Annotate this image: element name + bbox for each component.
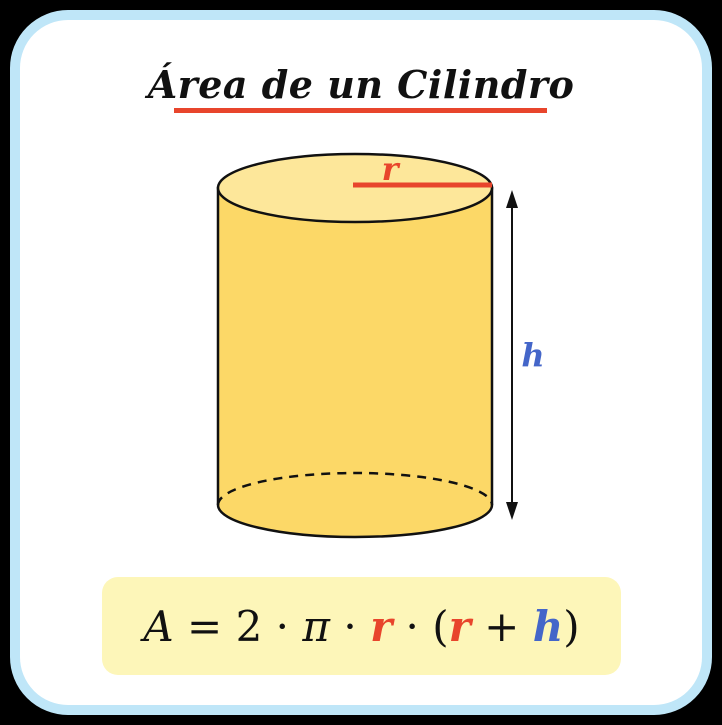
formula-pi: π	[302, 601, 330, 651]
formula-dot: ·	[330, 601, 371, 651]
page-title: Área de un Cilindro	[147, 62, 575, 107]
formula-radius: r	[448, 601, 471, 651]
formula-radius: r	[370, 601, 393, 651]
cylinder-top	[216, 152, 494, 224]
height-label: h	[521, 336, 544, 374]
cylinder-bottom-hidden-edge	[216, 471, 494, 506]
formula-dot: ·	[262, 601, 303, 651]
formula-close-paren: )	[563, 601, 580, 651]
formula-dot: ·	[392, 601, 433, 651]
formula-equals: =	[173, 601, 236, 651]
title-underline	[174, 108, 547, 113]
formula-height: h	[532, 601, 564, 651]
formula-box: A = 2 · π · r · ( r + h )	[102, 577, 621, 675]
formula-open-paren: (	[432, 601, 449, 651]
height-arrow-head-bottom	[506, 502, 518, 520]
formula-area-symbol: A	[143, 601, 174, 651]
height-arrow-head-top	[506, 190, 518, 208]
formula-two: 2	[235, 601, 263, 651]
formula-plus: +	[470, 601, 533, 651]
radius-label: r	[382, 150, 401, 188]
cylinder-body	[216, 186, 494, 539]
